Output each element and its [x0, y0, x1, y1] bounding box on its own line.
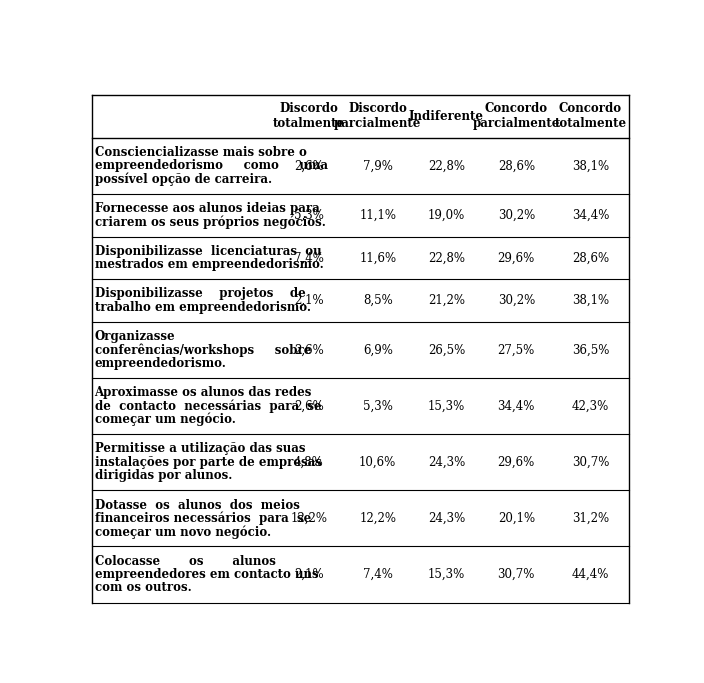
- Text: Discordo
totalmente: Discordo totalmente: [273, 102, 345, 130]
- Text: 15,3%: 15,3%: [428, 400, 465, 413]
- Text: Concordo
totalmente: Concordo totalmente: [555, 102, 627, 130]
- Text: 8,5%: 8,5%: [363, 294, 393, 307]
- Text: empreendedorismo     como     uma: empreendedorismo como uma: [94, 159, 327, 172]
- Text: 38,1%: 38,1%: [572, 159, 609, 172]
- Text: 5,3%: 5,3%: [294, 209, 324, 222]
- Text: 2,6%: 2,6%: [294, 400, 324, 413]
- Text: 7,4%: 7,4%: [294, 251, 324, 264]
- Text: 30,7%: 30,7%: [498, 568, 535, 581]
- Text: Discordo
parcialmente: Discordo parcialmente: [334, 102, 422, 130]
- Text: 30,2%: 30,2%: [498, 209, 535, 222]
- Text: 31,2%: 31,2%: [572, 512, 609, 525]
- Text: mestrados em empreendedorismo.: mestrados em empreendedorismo.: [94, 258, 323, 271]
- Text: Fornecesse aos alunos ideias para: Fornecesse aos alunos ideias para: [94, 202, 320, 215]
- Text: Disponibilizasse    projetos    de: Disponibilizasse projetos de: [94, 288, 306, 301]
- Text: 44,4%: 44,4%: [572, 568, 609, 581]
- Text: 7,9%: 7,9%: [363, 159, 393, 172]
- Text: de  contacto  necessárias  para  se: de contacto necessárias para se: [94, 400, 321, 413]
- Text: 29,6%: 29,6%: [498, 456, 535, 469]
- Text: Organizasse: Organizasse: [94, 330, 175, 343]
- Text: 22,8%: 22,8%: [428, 251, 465, 264]
- Text: 36,5%: 36,5%: [572, 344, 609, 357]
- Text: Colocasse       os       alunos: Colocasse os alunos: [94, 555, 275, 568]
- Text: Dotasse  os  alunos  dos  meios: Dotasse os alunos dos meios: [94, 499, 299, 512]
- Text: 5,3%: 5,3%: [363, 400, 393, 413]
- Text: com os outros.: com os outros.: [94, 581, 191, 594]
- Text: 10,6%: 10,6%: [359, 456, 396, 469]
- Text: 4,8%: 4,8%: [294, 456, 324, 469]
- Text: instalações por parte de empresas: instalações por parte de empresas: [94, 456, 322, 469]
- Text: 6,9%: 6,9%: [363, 344, 393, 357]
- Text: Indiferente: Indiferente: [409, 110, 484, 123]
- Text: 30,7%: 30,7%: [572, 456, 609, 469]
- Text: 24,3%: 24,3%: [428, 456, 465, 469]
- Text: 42,3%: 42,3%: [572, 400, 609, 413]
- Text: 27,5%: 27,5%: [498, 344, 535, 357]
- Text: 21,2%: 21,2%: [428, 294, 465, 307]
- Text: 26,5%: 26,5%: [428, 344, 465, 357]
- Text: Concordo
parcialmente: Concordo parcialmente: [472, 102, 560, 130]
- Text: empreendedorismo.: empreendedorismo.: [94, 357, 227, 370]
- Text: criarem os seus próprios negócios.: criarem os seus próprios negócios.: [94, 215, 325, 229]
- Text: possível opção de carreira.: possível opção de carreira.: [94, 173, 272, 186]
- Text: 34,4%: 34,4%: [572, 209, 609, 222]
- Text: 22,8%: 22,8%: [428, 159, 465, 172]
- Text: 12,2%: 12,2%: [291, 512, 327, 525]
- Text: 15,3%: 15,3%: [428, 568, 465, 581]
- Text: financeiros necessários  para  se: financeiros necessários para se: [94, 512, 310, 525]
- Text: 28,6%: 28,6%: [498, 159, 535, 172]
- Text: 2,6%: 2,6%: [294, 344, 324, 357]
- Text: dirigidas por alunos.: dirigidas por alunos.: [94, 469, 232, 482]
- Text: 29,6%: 29,6%: [498, 251, 535, 264]
- Text: Consciencializasse mais sobre o: Consciencializasse mais sobre o: [94, 146, 306, 159]
- Text: começar um negócio.: começar um negócio.: [94, 413, 235, 426]
- Text: 24,3%: 24,3%: [428, 512, 465, 525]
- Text: 34,4%: 34,4%: [498, 400, 535, 413]
- Text: 11,1%: 11,1%: [359, 209, 396, 222]
- Text: Disponibilizasse  licenciaturas  ou: Disponibilizasse licenciaturas ou: [94, 245, 321, 257]
- Text: 28,6%: 28,6%: [572, 251, 609, 264]
- Text: Permitisse a utilização das suas: Permitisse a utilização das suas: [94, 443, 305, 456]
- Text: 38,1%: 38,1%: [572, 294, 609, 307]
- Text: Aproximasse os alunos das redes: Aproximasse os alunos das redes: [94, 387, 312, 400]
- Text: 12,2%: 12,2%: [359, 512, 396, 525]
- Text: 7,4%: 7,4%: [363, 568, 393, 581]
- Text: empreendedores em contacto uns: empreendedores em contacto uns: [94, 568, 318, 581]
- Text: começar um novo negócio.: começar um novo negócio.: [94, 525, 270, 539]
- Text: 19,0%: 19,0%: [428, 209, 465, 222]
- Text: trabalho em empreendedorismo.: trabalho em empreendedorismo.: [94, 301, 310, 314]
- Text: 2,1%: 2,1%: [294, 294, 324, 307]
- Text: 30,2%: 30,2%: [498, 294, 535, 307]
- Text: conferências/workshops     sobre: conferências/workshops sobre: [94, 344, 311, 357]
- Text: 11,6%: 11,6%: [359, 251, 396, 264]
- Text: 20,1%: 20,1%: [498, 512, 535, 525]
- Text: 2,1%: 2,1%: [294, 568, 324, 581]
- Text: 2,6%: 2,6%: [294, 159, 324, 172]
